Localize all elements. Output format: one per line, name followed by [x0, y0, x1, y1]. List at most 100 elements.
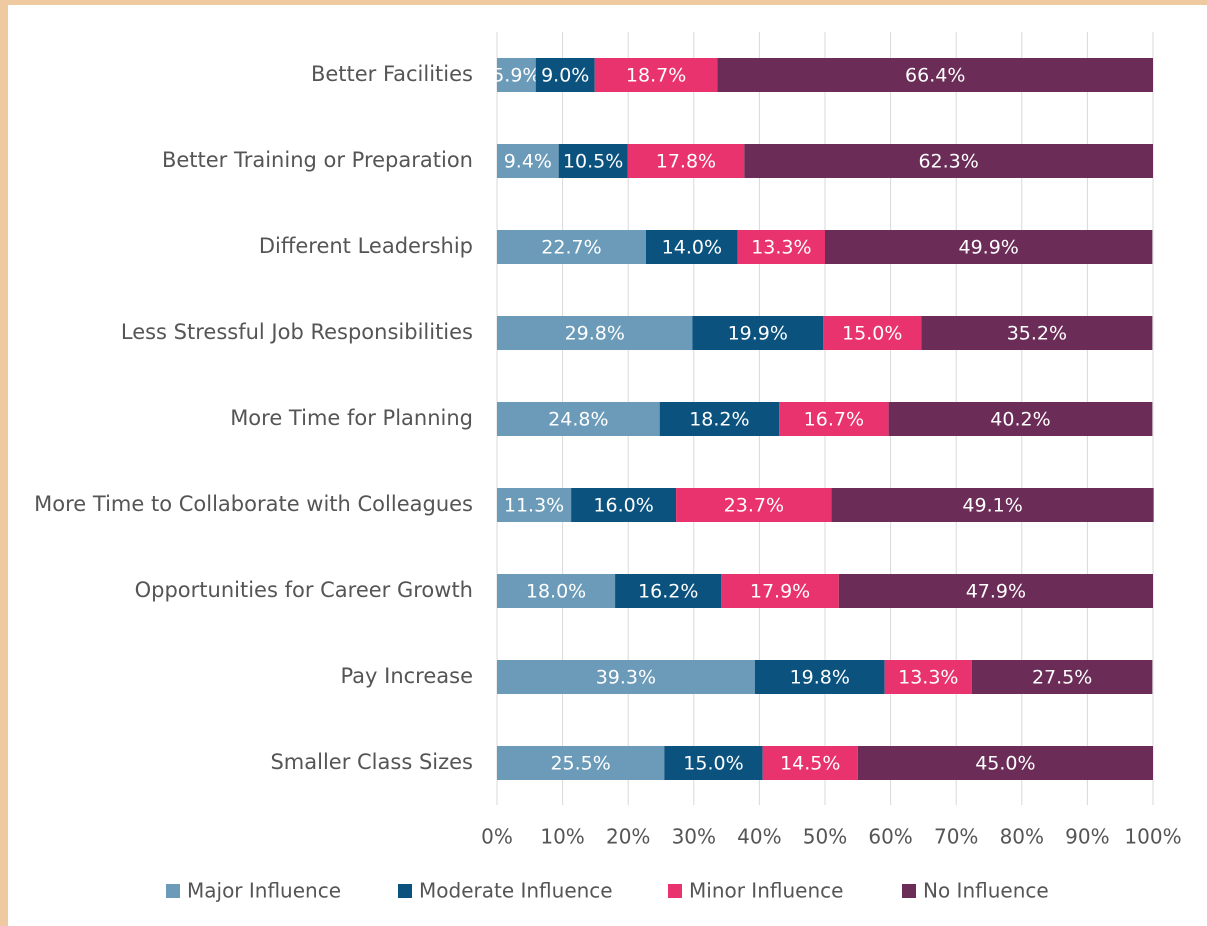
bar-segment	[645, 230, 738, 264]
bar-segment	[744, 144, 1153, 178]
bar-segment	[497, 488, 572, 522]
data-label: 25.5%	[550, 753, 610, 775]
bar-segment	[888, 402, 1153, 436]
bar-segment	[497, 230, 646, 264]
bar-segment	[737, 230, 825, 264]
legend-label: Moderate Influence	[419, 879, 613, 903]
bar-segment	[692, 316, 824, 350]
data-label: 62.3%	[918, 151, 978, 173]
y-tick-label: Better Training or Preparation	[162, 148, 473, 172]
bar-segment	[823, 316, 922, 350]
bar-segment	[615, 574, 722, 608]
data-label: 23.7%	[724, 495, 784, 517]
data-label: 13.3%	[751, 237, 811, 259]
data-label: 13.3%	[898, 667, 958, 689]
data-label: 16.7%	[804, 409, 864, 431]
x-tick-label: 60%	[868, 825, 912, 849]
x-tick-label: 100%	[1124, 825, 1181, 849]
data-label: 14.5%	[780, 753, 840, 775]
bar-segment	[535, 58, 595, 92]
x-tick-label: 50%	[803, 825, 847, 849]
data-label: 49.9%	[958, 237, 1018, 259]
bar-segment	[497, 402, 660, 436]
y-tick-label: More Time to Collaborate with Colleagues	[34, 492, 473, 516]
y-tick-label: Smaller Class Sizes	[270, 750, 473, 774]
x-tick-label: 30%	[672, 825, 716, 849]
bar-segment	[571, 488, 677, 522]
data-label: 18.2%	[689, 409, 749, 431]
data-label: 24.8%	[548, 409, 608, 431]
bar-segment	[825, 230, 1153, 264]
data-label: 49.1%	[962, 495, 1022, 517]
data-label: 40.2%	[990, 409, 1050, 431]
x-tick-label: 40%	[737, 825, 781, 849]
data-label: 5.9%	[492, 65, 540, 87]
bar-segment	[921, 316, 1153, 350]
bar-segment	[497, 660, 755, 694]
legend-swatch	[902, 884, 916, 898]
data-label: 29.8%	[565, 323, 625, 345]
data-label: 18.7%	[626, 65, 686, 87]
x-tick-label: 80%	[1000, 825, 1044, 849]
data-label: 18.0%	[526, 581, 586, 603]
data-label: 66.4%	[905, 65, 965, 87]
y-tick-label: Pay Increase	[340, 664, 473, 688]
legend-label: Minor Influence	[689, 879, 843, 903]
bar-segment	[497, 58, 536, 92]
x-tick-label: 0%	[481, 825, 513, 849]
bar-segment	[676, 488, 832, 522]
bar-segment	[497, 746, 665, 780]
data-label: 11.3%	[504, 495, 564, 517]
data-label: 19.9%	[728, 323, 788, 345]
x-tick-label: 10%	[540, 825, 584, 849]
legend-label: No Influence	[923, 879, 1049, 903]
x-tick-label: 20%	[606, 825, 650, 849]
bar-segment	[754, 660, 885, 694]
data-label: 39.3%	[596, 667, 656, 689]
bar-segment	[497, 316, 693, 350]
data-label: 17.9%	[750, 581, 810, 603]
data-label: 14.0%	[662, 237, 722, 259]
panel	[8, 5, 1207, 926]
y-tick-label: Less Stressful Job Responsibilities	[121, 320, 473, 344]
y-tick-label: More Time for Planning	[230, 406, 473, 430]
data-label: 17.8%	[656, 151, 716, 173]
bar-segment	[831, 488, 1154, 522]
data-label: 16.0%	[593, 495, 653, 517]
data-label: 47.9%	[966, 581, 1026, 603]
bar-segment	[717, 58, 1153, 92]
data-label: 15.0%	[842, 323, 902, 345]
y-tick-label: Opportunities for Career Growth	[135, 578, 473, 602]
data-label: 16.2%	[638, 581, 698, 603]
y-tick-label: Different Leadership	[259, 234, 473, 258]
legend-swatch	[166, 884, 180, 898]
x-tick-label: 90%	[1065, 825, 1109, 849]
data-label: 10.5%	[563, 151, 623, 173]
bar-segment	[971, 660, 1153, 694]
bar-segment	[838, 574, 1153, 608]
bar-segment	[627, 144, 745, 178]
y-tick-label: Better Facilities	[311, 62, 473, 86]
bar-segment	[762, 746, 858, 780]
bar-segment	[779, 402, 889, 436]
data-label: 15.0%	[683, 753, 743, 775]
bar-segment	[884, 660, 972, 694]
bar-segment	[594, 58, 718, 92]
legend-label: Major Influence	[187, 879, 341, 903]
legend-swatch	[668, 884, 682, 898]
bar-segment	[857, 746, 1153, 780]
x-tick-label: 70%	[934, 825, 978, 849]
data-label: 35.2%	[1007, 323, 1067, 345]
data-label: 19.8%	[790, 667, 850, 689]
data-label: 9.0%	[541, 65, 589, 87]
bar-segment	[558, 144, 628, 178]
legend-swatch	[398, 884, 412, 898]
data-label: 9.4%	[504, 151, 552, 173]
data-label: 27.5%	[1032, 667, 1092, 689]
bar-segment	[659, 402, 780, 436]
bar-segment	[721, 574, 839, 608]
data-label: 45.0%	[975, 753, 1035, 775]
bar-segment	[497, 144, 559, 178]
